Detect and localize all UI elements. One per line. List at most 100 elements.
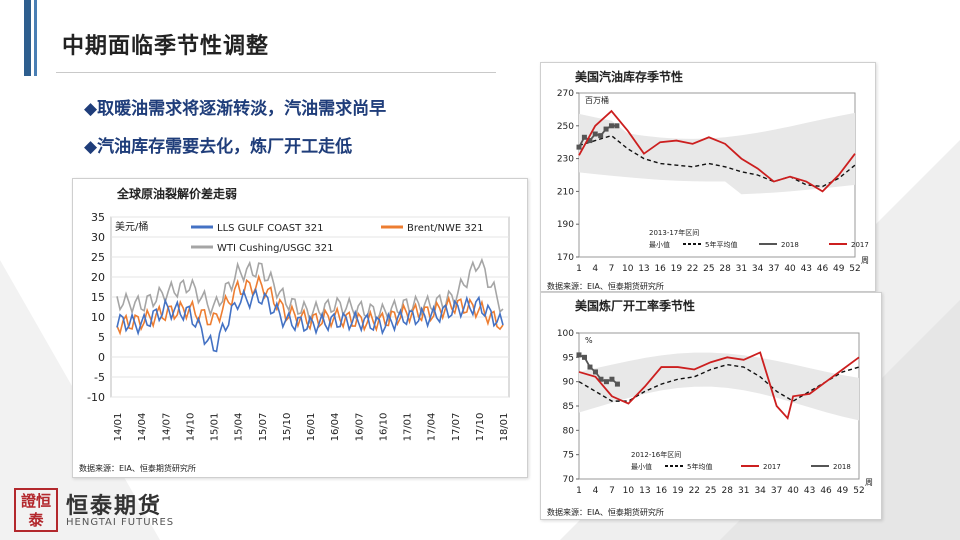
company-name-cn: 恒泰期货 (66, 494, 163, 519)
x-tick-label: 31 (738, 486, 749, 496)
x-tick-label: 37 (771, 486, 782, 496)
y-tick-label: 75 (563, 451, 574, 461)
bullet-2: ◆汽油库存需要去化，炼厂开工走低 (84, 137, 353, 157)
x-tick-label: 17/10 (475, 413, 486, 442)
y-tick-label: 25 (91, 251, 105, 264)
y-tick-label: 5 (98, 331, 105, 344)
y-tick-label: 80 (563, 426, 575, 436)
gasoline-stock-panel: 美国汽油库存季节性 170 190 210 230 250 270 百万桶 1 4 7 10 13 16… (540, 62, 876, 292)
company-name-en: HENGTAI FUTURES (66, 517, 175, 528)
y-tick-label: 35 (91, 211, 105, 224)
band-label: 2013-17年区间 (649, 228, 699, 237)
x-tick-label: 4 (593, 486, 599, 496)
gasoline-stock-chart: 170 190 210 230 250 270 百万桶 1 4 7 10 13 16 19 22 25 28 31… (557, 89, 869, 274)
gasoline-stock-title: 美国汽油库存季节性 (575, 70, 684, 84)
x-tick-label: 10 (623, 486, 635, 496)
refinery-util-title: 美国炼厂开工率季节性 (575, 299, 696, 313)
y-axis-label: 百万桶 (585, 95, 609, 105)
x-tick-label: 49 (837, 486, 849, 496)
x-tick-label: 46 (817, 264, 829, 274)
x-tick-label: 16 (654, 264, 666, 274)
x-tick-label: 43 (801, 264, 812, 274)
legend-label: WTI Cushing/USGC 321 (217, 243, 334, 254)
y-axis-label: % (585, 336, 593, 345)
series-marker (587, 364, 593, 370)
y-tick-label: 70 (563, 475, 575, 485)
legend-label: 2018 (833, 463, 851, 471)
y-tick-label: 15 (91, 291, 105, 304)
y-axis-label: 美元/桶 (115, 220, 148, 233)
x-tick-label: 16 (656, 486, 668, 496)
x-tick-label: 22 (687, 264, 698, 274)
x-tick-label: 14/04 (137, 413, 148, 442)
series-line (116, 287, 504, 353)
series-line (116, 274, 504, 336)
legend-label: 最小值 (631, 462, 652, 471)
x-tick-label: 28 (722, 486, 734, 496)
x-tick-label: 37 (768, 264, 779, 274)
company-logo-mark: 證恒泰 (14, 488, 58, 532)
series-marker (603, 379, 609, 385)
y-tick-label: 95 (563, 353, 574, 363)
series-marker (608, 123, 614, 129)
series-marker (581, 354, 587, 360)
x-tick-label: 40 (787, 486, 799, 496)
series-marker (609, 376, 615, 382)
legend-label: LLS GULF COAST 321 (217, 223, 323, 234)
x-tick-label: 34 (754, 486, 766, 496)
bullet-1: ◆取暖油需求将逐渐转淡，汽油需求尚早 (84, 99, 387, 119)
x-tick-label: 19 (672, 486, 684, 496)
series-line (578, 363, 860, 402)
y-tick-label: 230 (557, 155, 574, 165)
legend-label: 最小值 (649, 240, 670, 249)
legend-label: 2018 (781, 241, 799, 249)
y-tick-label: 85 (563, 402, 574, 412)
legend-label: 5年均值 (687, 462, 712, 471)
x-tick-label: 17/04 (427, 413, 438, 442)
series-marker (598, 133, 604, 139)
y-tick-label: -10 (87, 391, 105, 404)
range-band (579, 352, 859, 421)
crack-spread-title: 全球原油裂解价差走弱 (117, 187, 238, 201)
refinery-util-source: 数据来源：EIA、恒泰期货研究所 (547, 508, 664, 517)
legend-label: Brent/NWE 321 (407, 223, 483, 234)
x-tick-label: 31 (736, 264, 747, 274)
x-tick-label: 14/10 (185, 413, 196, 442)
range-band (579, 112, 855, 195)
x-tick-label: 43 (804, 486, 815, 496)
y-tick-label: 90 (563, 378, 575, 388)
refinery-util-panel: 美国炼厂开工率季节性 70 75 80 85 90 95 100% 1 4 7 10 13 16 19 22… (540, 292, 882, 520)
x-tick-label: 16/07 (354, 413, 365, 442)
x-tick-label: 19 (671, 264, 683, 274)
x-tick-label: 40 (784, 264, 796, 274)
series-line (116, 257, 504, 325)
x-axis-unit: 周 (861, 256, 869, 265)
y-tick-label: 170 (557, 253, 574, 263)
x-tick-label: 17/07 (451, 413, 462, 442)
series-marker (581, 134, 587, 140)
y-tick-label: 20 (91, 271, 105, 284)
y-tick-label: 30 (91, 231, 105, 244)
series-marker (576, 144, 582, 150)
x-axis-unit: 周 (865, 478, 873, 487)
x-tick-label: 14/07 (161, 413, 172, 442)
x-tick-label: 1 (576, 264, 582, 274)
x-tick-label: 16/01 (306, 413, 317, 442)
y-tick-label: 10 (91, 311, 105, 324)
x-tick-label: 52 (853, 486, 864, 496)
title-divider (56, 72, 496, 73)
legend-label: 5年平均值 (705, 240, 737, 249)
series-marker (592, 369, 598, 375)
y-tick-label: 100 (557, 329, 574, 339)
x-tick-label: 18/01 (499, 413, 510, 442)
title-accent-bar (24, 0, 31, 76)
x-tick-label: 28 (719, 264, 731, 274)
x-tick-label: 7 (609, 486, 615, 496)
x-tick-label: 15/01 (210, 413, 221, 442)
x-tick-label: 49 (833, 264, 845, 274)
series-line (578, 351, 860, 421)
x-tick-label: 4 (592, 264, 598, 274)
y-tick-label: 0 (98, 351, 105, 364)
crack-spread-source: 数据来源：EIA、恒泰期货研究所 (79, 464, 196, 473)
series-marker (603, 126, 609, 132)
